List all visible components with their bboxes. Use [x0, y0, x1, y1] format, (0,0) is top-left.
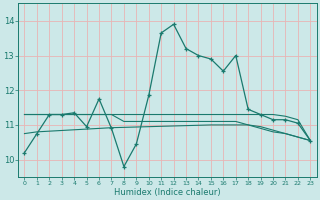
- X-axis label: Humidex (Indice chaleur): Humidex (Indice chaleur): [114, 188, 221, 197]
